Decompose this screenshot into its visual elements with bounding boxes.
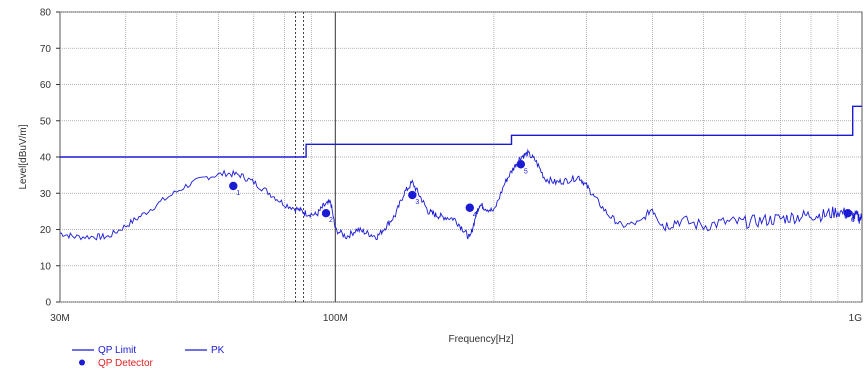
x-tick-label: 1G: [849, 313, 863, 324]
grid-lines: [60, 11, 862, 303]
legend-label: QP Detector: [98, 358, 154, 369]
qp-detector-label: 5: [524, 168, 528, 175]
y-tick-label: 60: [40, 80, 52, 91]
y-tick-label: 30: [40, 189, 52, 200]
y-tick-label: 10: [40, 261, 52, 272]
qp-detector-label: 1: [236, 190, 240, 197]
plot-series: 1 2 3 4 5 6: [59, 105, 863, 241]
x-tick-label: 30M: [50, 313, 69, 324]
qp-detector-point: [516, 160, 526, 169]
qp-detector-point: [408, 190, 417, 200]
y-tick-label: 20: [40, 225, 52, 236]
legend: QP Limit PK QP Detector: [72, 345, 225, 369]
y-tick-label: 80: [40, 8, 52, 19]
qp-detector-point: [843, 208, 853, 218]
y-axis-ticks: 0 10 20 30 40 50 60 70 80: [40, 8, 60, 309]
pk-trace: [59, 148, 863, 241]
x-axis-ticks: 30M 100M 1G: [50, 313, 862, 324]
qp-detector-label: 4: [473, 212, 477, 219]
y-axis-label: Level[dBuV/m]: [18, 124, 29, 189]
qp-detector-label: 2: [329, 217, 333, 224]
qp-limit-line: [60, 105, 862, 158]
legend-label: PK: [211, 345, 225, 356]
qp-detector-point: [321, 208, 331, 218]
qp-detector-point: [229, 181, 238, 191]
qp-detector-label: 6: [851, 217, 855, 224]
x-axis-label: Frequency[Hz]: [448, 334, 513, 345]
y-tick-label: 40: [40, 153, 52, 164]
qp-detector-point: [465, 203, 475, 212]
x-tick-label: 100M: [323, 313, 348, 324]
y-tick-label: 70: [40, 44, 52, 55]
legend-label: QP Limit: [98, 345, 136, 356]
legend-swatch-marker: [79, 359, 85, 366]
y-tick-label: 50: [40, 116, 52, 127]
qp-detector-label: 3: [415, 199, 419, 206]
y-tick-label: 0: [45, 298, 51, 309]
